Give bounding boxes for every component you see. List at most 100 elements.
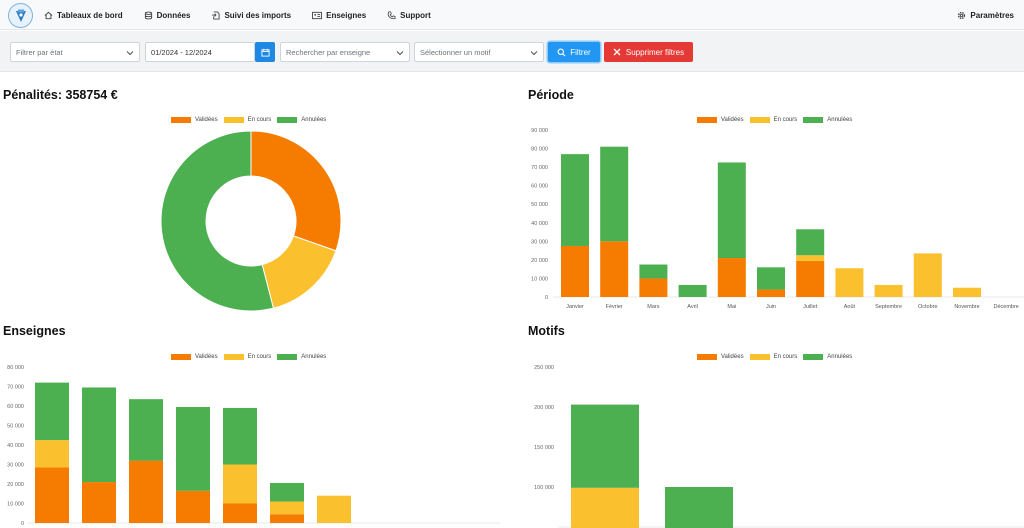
nav-item-data[interactable]: Données [144,10,191,20]
legend-item-pending[interactable]: En cours [749,117,798,123]
legend-item-validated[interactable]: Validées [697,354,744,360]
date-range-value: 01/2024 - 12/2024 [151,47,212,57]
settings-label: Paramètres [970,10,1014,20]
bar-segment [796,255,825,261]
legend-label: Annulées [827,354,853,360]
legend-label: Validées [721,354,744,360]
bar-segment [82,482,116,523]
gear-icon [958,11,966,19]
period-legend: Validées En cours Annulées [697,117,858,123]
filter-button-label: Filtrer [570,47,591,57]
legend-swatch [277,354,298,360]
donut-slice [261,235,337,309]
legend-item-validated[interactable]: Validées [171,117,218,123]
legend-swatch [697,354,717,360]
bar-segment [270,483,304,502]
database-icon [144,11,152,19]
x-tick-label: Décembre [994,304,1019,310]
nav-item-label: Données [156,10,191,20]
bar-segment [665,487,733,528]
bar-segment [571,487,639,528]
nav-item-label: Tableaux de bord [57,10,123,20]
legend-label: Annulées [827,117,853,123]
bar-segment [176,406,210,491]
bar-segment [35,440,69,468]
app-logo[interactable] [8,3,33,28]
state-filter-select[interactable]: Filtrer par état [10,42,140,62]
bar-segment [600,146,629,242]
filter-button[interactable]: Filtrer [548,42,600,62]
legend-label: Annulées [301,354,327,360]
bar-segment [35,467,69,523]
x-tick-label: Mars [647,304,659,310]
y-tick-label: 250 000 [534,365,554,371]
legend-item-pending[interactable]: En cours [749,354,797,360]
nav-item-support[interactable]: Support [387,11,431,20]
legend-swatch [749,117,770,123]
x-tick-label: Mai [727,304,736,310]
date-range-input[interactable]: 01/2024 - 12/2024 [145,42,255,62]
period-title: Période [528,88,574,102]
y-tick-label: 30 000 [531,239,548,245]
chevron-down-icon [396,51,404,56]
legend-label: En cours [773,117,798,123]
bar-segment [796,260,825,297]
brand-search-placeholder: Rechercher par enseigne [286,47,371,57]
legend-swatch [223,354,244,360]
filter-bar: Filtrer par état 01/2024 - 12/2024 Reche… [0,31,1024,72]
clear-filters-button[interactable]: Supprimer filtres [604,42,693,62]
nav-item-imports[interactable]: Suivi des imports [211,11,291,20]
brand-search-select[interactable]: Rechercher par enseigne [280,42,410,62]
legend-label: En cours [247,117,272,123]
logo-shield-icon [15,9,26,22]
legend-item-cancelled[interactable]: Annulées [277,117,326,123]
legend-label: Validées [721,117,744,123]
reason-select[interactable]: Sélectionner un motif [414,42,544,62]
x-tick-label: Octobre [918,304,938,310]
legend-item-cancelled[interactable]: Annulées [277,354,326,360]
donut-slice [160,130,275,312]
nav-item-brands[interactable]: Enseignes [312,11,366,20]
y-tick-label: 10 000 [7,502,24,508]
nav-menu: Tableaux de bord Données Suivi des impor… [44,0,452,30]
bar-segment [757,289,785,297]
legend-item-cancelled[interactable]: Annulées [803,117,852,123]
bar-segment [317,495,351,523]
legend-item-validated[interactable]: Validées [171,354,218,360]
legend-swatch [803,117,824,123]
legend-item-pending[interactable]: En cours [223,354,271,360]
file-import-icon [212,10,220,20]
legend-label: Validées [195,354,218,360]
y-tick-label: 80 000 [531,147,548,153]
bar-segment [561,245,589,297]
bar-segment [223,464,257,504]
bar-segment [270,514,304,523]
calendar-icon [260,48,270,57]
legend-swatch [277,117,298,123]
y-tick-label: 40 000 [531,221,548,227]
clear-filters-label: Supprimer filtres [625,47,685,57]
bar-segment [270,501,304,515]
legend-swatch [803,354,824,360]
state-filter-placeholder: Filtrer par état [16,47,63,57]
calendar-button[interactable] [255,42,275,62]
nav-item-dashboards[interactable]: Tableaux de bord [44,11,123,20]
x-tick-label: Juillet [803,304,818,310]
bar-segment [757,267,785,290]
legend-item-cancelled[interactable]: Annulées [803,354,852,360]
nav-settings[interactable]: Paramètres [957,0,1014,30]
bar-segment [953,287,981,297]
bar-segment [796,229,825,256]
legend-label: Validées [195,117,218,123]
nav-item-label: Support [400,10,431,20]
y-tick-label: 0 [545,295,548,301]
y-tick-label: 70 000 [531,165,548,171]
bar-segment [571,404,639,488]
legend-item-validated[interactable]: Validées [697,117,744,123]
penalties-legend: Validées En cours Annulées [171,117,332,123]
y-tick-label: 0 [21,521,24,527]
legend-item-pending[interactable]: En cours [223,117,272,123]
penalties-title: Pénalités: 358754 € [3,88,118,102]
x-tick-label: Juin [766,304,776,310]
